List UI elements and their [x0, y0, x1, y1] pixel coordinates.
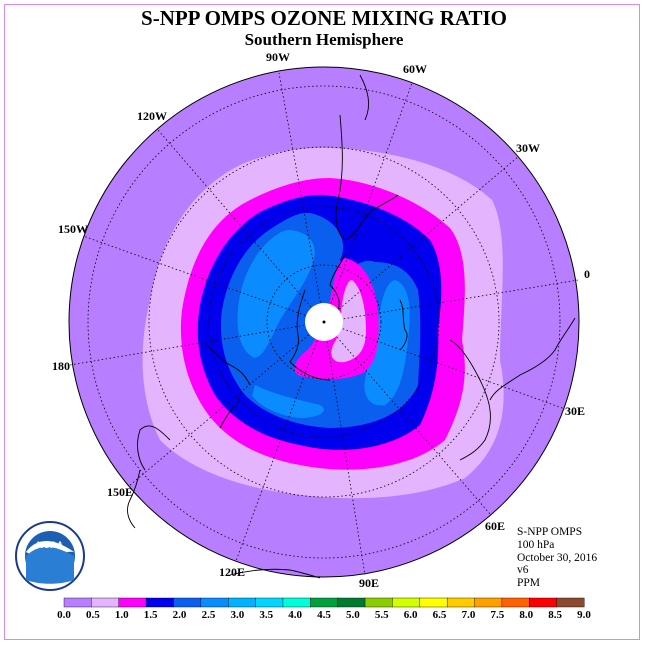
ozone-band-2.5-3.0-b — [364, 280, 410, 406]
colorbar-label-3: 1.5 — [144, 609, 158, 621]
colorbar-swatch-18 — [556, 597, 585, 608]
colorbar-label-17: 8.5 — [548, 609, 562, 621]
lon-label-90w: 90W — [266, 50, 290, 64]
map-border — [68, 66, 580, 578]
lon-label-30w: 30W — [516, 141, 540, 155]
colorbar-swatch-12 — [392, 597, 421, 608]
colorbar-label-5: 2.5 — [202, 609, 216, 621]
info-units: PPM — [517, 577, 541, 590]
colorbar-swatch-11 — [364, 597, 393, 608]
colorbar-swatch-4 — [173, 597, 202, 608]
colorbar-label-18: 9.0 — [577, 609, 591, 621]
south-pole-marker — [322, 320, 326, 324]
lon-label-120w: 120W — [137, 109, 167, 123]
svg-text:NOAA: NOAA — [37, 540, 64, 550]
colorbar-swatch-2 — [118, 597, 147, 608]
colorbar-label-8: 4.0 — [288, 609, 302, 621]
colorbar-label-14: 7.0 — [462, 609, 476, 621]
info-instrument: S-NPP OMPS — [517, 526, 583, 538]
colorbar-label-1: 0.5 — [86, 609, 100, 621]
coastlines — [127, 74, 576, 579]
colorbar-swatch-1 — [91, 597, 120, 608]
lon-label-30e: 30E — [565, 404, 585, 418]
colorbar-label-6: 3.0 — [230, 609, 244, 621]
info-version: v6 — [517, 564, 529, 577]
ozone-band-2.5-3.0-a — [237, 230, 315, 358]
noaa-logo: NOAA — [15, 521, 85, 591]
colorbar-label-2: 1.0 — [115, 609, 129, 621]
colorbar-label-7: 3.5 — [259, 609, 273, 621]
lon-label-60w: 60W — [403, 62, 427, 76]
lon-label-60e: 60E — [485, 519, 505, 533]
info-block: S-NPP OMPS 100 hPa October 30, 2016 v6 P… — [517, 526, 597, 590]
colorbar-swatch-3 — [145, 597, 174, 608]
colorbar-label-10: 5.0 — [346, 609, 360, 621]
colorbar-label-0: 0.0 — [57, 609, 71, 621]
colorbar-swatch-5 — [200, 597, 229, 608]
ozone-hole-lavender — [331, 280, 366, 363]
lon-label-0: 0 — [584, 267, 590, 281]
ozone-band-2.5-3.0-c — [252, 385, 324, 418]
colorbar-label-9: 4.5 — [317, 609, 331, 621]
colorbar-swatch-9 — [310, 597, 339, 608]
colorbar-swatch-6 — [228, 597, 257, 608]
colorbar-labels: 0.0 0.5 1.0 1.5 2.0 2.5 3.0 3.5 4.0 4.5 5.0 5.5 6.0 6… — [57, 609, 591, 621]
colorbar-label-16: 8.0 — [519, 609, 533, 621]
figure-subtitle: Southern Hemisphere — [244, 30, 404, 49]
info-date: October 30, 2016 — [517, 551, 598, 564]
colorbar-label-11: 5.5 — [375, 609, 389, 621]
figure-title: S-NPP OMPS OZONE MIXING RATIO — [141, 6, 507, 30]
lon-label-90e: 90E — [359, 576, 379, 590]
colorbar-swatch-16 — [501, 597, 530, 608]
figure-frame — [4, 4, 640, 640]
colorbar-label-13: 6.5 — [433, 609, 447, 621]
colorbar-label-15: 7.5 — [490, 609, 504, 621]
colorbar-swatch-17 — [529, 597, 558, 608]
colorbar-swatch-10 — [337, 597, 366, 608]
colorbar-swatches — [63, 597, 585, 608]
lon-label-150e: 150E — [107, 485, 133, 499]
meridians — [69, 72, 579, 576]
lon-label-150w: 150W — [58, 222, 88, 236]
info-level: 100 hPa — [517, 538, 555, 551]
colorbar-swatch-14 — [446, 597, 476, 608]
graticule — [87, 85, 561, 559]
colorbar-swatch-8 — [282, 597, 311, 608]
colorbar-label-4: 2.0 — [173, 609, 187, 621]
colorbar-swatch-15 — [474, 597, 503, 608]
colorbar-label-12: 6.0 — [404, 609, 418, 621]
colorbar-swatch-13 — [419, 597, 448, 608]
lon-label-180: 180 — [52, 359, 70, 373]
colorbar-swatch-0 — [63, 597, 92, 608]
colorbar-swatch-7 — [255, 597, 284, 608]
lon-label-120e: 120E — [219, 565, 245, 579]
